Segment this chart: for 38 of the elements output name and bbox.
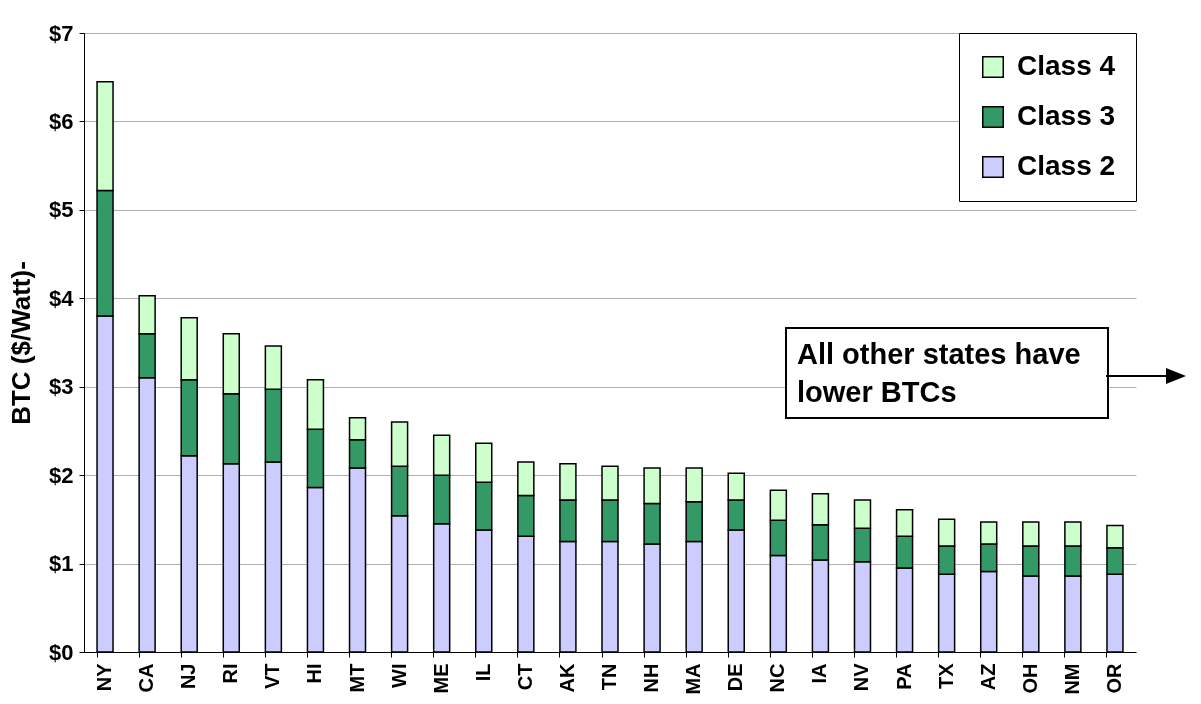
x-tick-label: ME [429, 663, 452, 694]
y-tick-label: $7 [49, 20, 74, 46]
y-tick-label: $3 [49, 374, 74, 400]
y-tick-label: $5 [49, 197, 74, 223]
legend-label: Class 4 [1017, 50, 1116, 81]
x-tick-label: NC [766, 663, 789, 693]
x-tick-label: AZ [976, 663, 999, 691]
x-tick-label: MT [345, 663, 368, 693]
x-tick-label: RI [219, 663, 242, 684]
x-tick-label: PA [892, 663, 915, 690]
y-tick-label: $4 [49, 285, 75, 311]
legend-label: Class 3 [1017, 100, 1116, 131]
x-tick-label: NH [640, 663, 663, 693]
x-tick-label: TX [934, 662, 957, 690]
x-tick-label: NY [93, 662, 116, 692]
x-tick-label: IL [471, 663, 494, 682]
x-tick-label: OR [1102, 662, 1125, 694]
legend-label: Class 2 [1017, 150, 1116, 181]
y-tick-label: $0 [49, 639, 74, 665]
x-tick-label: DE [724, 663, 747, 692]
x-tick-label: NM [1060, 663, 1083, 695]
y-tick-label: $1 [49, 551, 74, 577]
x-tick-label: CA [135, 663, 158, 693]
y-tick-label: $6 [49, 108, 74, 134]
x-tick-label: NV [850, 662, 873, 692]
x-tick-label: TN [598, 663, 620, 691]
annotation: All other states have lower BTCs [785, 327, 1109, 419]
x-tick-label: AK [555, 662, 578, 693]
x-tick-label: IA [808, 663, 831, 684]
x-tick-label: NJ [177, 663, 200, 690]
y-axis-title: BTC ($/Watt)- [6, 261, 37, 425]
x-tick-label: VT [261, 663, 284, 690]
x-tick-label: HI [303, 663, 326, 684]
x-tick-label: MA [682, 663, 705, 695]
x-tick-label: CT [513, 663, 536, 691]
y-tick-label: $2 [49, 462, 74, 488]
x-tick-label: WI [387, 663, 410, 688]
x-tick-label: OH [1018, 663, 1041, 694]
